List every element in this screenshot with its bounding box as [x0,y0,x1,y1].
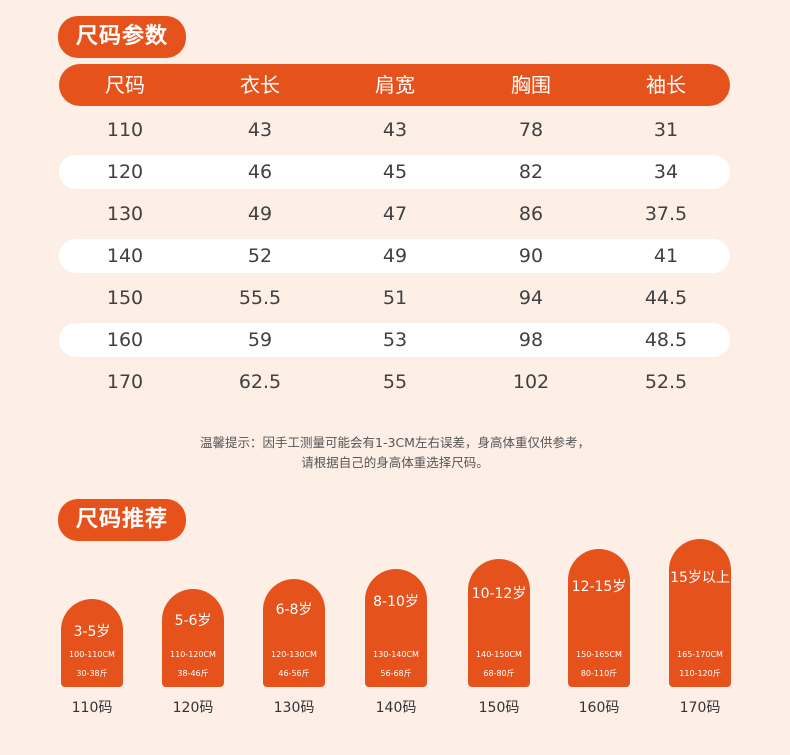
card-height: 165-170CM [677,650,723,659]
card-size-label: 120码 [172,700,214,716]
card-age: 15岁以上 [670,570,730,586]
card-weight: 56-68斤 [380,669,412,678]
recommend-card: 15岁以上 165-170CM 110-120斤 [669,539,731,687]
table-cell: 43 [247,119,273,141]
table-cell: 90 [518,245,544,267]
table-cell: 47 [382,203,408,225]
table-cell: 48.5 [644,329,688,351]
card-age: 12-15岁 [571,579,627,595]
card-age: 8-10岁 [373,594,419,610]
card-height: 120-130CM [271,650,317,659]
card-height: 110-120CM [170,650,216,659]
table-cell: 41 [653,245,679,267]
table-cell: 150 [106,287,144,309]
size-table-header: 尺码 衣长 肩宽 胸围 袖长 [59,64,730,106]
card-age: 3-5岁 [73,624,111,640]
card-height: 140-150CM [476,650,522,659]
size-recommend-title: 尺码推荐 [58,499,187,541]
card-size-label: 130码 [273,700,315,716]
header-chest: 胸围 [511,73,551,97]
card-age: 10-12岁 [471,586,527,602]
card-age: 5-6岁 [174,613,212,629]
card-height: 130-140CM [373,650,419,659]
table-cell: 94 [518,287,544,309]
card-age: 6-8岁 [275,602,313,618]
card-weight: 110-120斤 [679,669,721,678]
table-cell: 55 [382,371,408,393]
table-cell: 49 [247,203,273,225]
card-weight: 46-56斤 [278,669,310,678]
table-cell: 43 [382,119,408,141]
recommend-card: 3-5岁 100-110CM 30-38斤 [61,599,123,687]
table-cell: 45 [382,161,408,183]
header-length: 衣长 [240,73,280,97]
table-cell: 78 [518,119,544,141]
card-size-label: 150码 [478,700,520,716]
table-row: 150 55.5 51 94 44.5 [59,281,730,315]
table-cell: 62.5 [238,371,282,393]
table-cell: 160 [106,329,144,351]
card-size-label: 170码 [679,700,721,716]
tip-line-1: 温馨提示：因手工测量可能会有1-3CM左右误差，身高体重仅供参考， [200,435,590,450]
table-cell: 31 [653,119,679,141]
table-cell: 44.5 [644,287,688,309]
table-row: 140 52 49 90 41 [59,239,730,273]
tip-line-2: 请根据自己的身高体重选择尺码。 [301,455,489,470]
card-weight: 80-110斤 [580,669,618,678]
size-params-title: 尺码参数 [58,16,187,58]
table-row: 160 59 53 98 48.5 [59,323,730,357]
table-cell: 49 [382,245,408,267]
table-cell: 37.5 [644,203,688,225]
table-cell: 34 [653,161,679,183]
table-cell: 110 [106,119,144,141]
card-size-label: 160码 [578,700,620,716]
recommend-card: 5-6岁 110-120CM 38-46斤 [162,589,224,687]
table-cell: 53 [382,329,408,351]
header-shoulder: 肩宽 [375,73,415,97]
table-cell: 130 [106,203,144,225]
recommend-card: 12-15岁 150-165CM 80-110斤 [568,549,630,687]
header-size: 尺码 [105,73,145,97]
card-size-label: 140码 [375,700,417,716]
table-row: 120 46 45 82 34 [59,155,730,189]
table-cell: 55.5 [238,287,282,309]
recommend-card: 6-8岁 120-130CM 46-56斤 [263,579,325,687]
table-cell: 46 [247,161,273,183]
table-cell: 59 [247,329,273,351]
card-size-label: 110码 [71,700,113,716]
table-row: 170 62.5 55 102 52.5 [59,365,730,399]
table-cell: 98 [518,329,544,351]
table-cell: 86 [518,203,544,225]
table-row: 110 43 43 78 31 [59,113,730,147]
table-cell: 51 [382,287,408,309]
table-row: 130 49 47 86 37.5 [59,197,730,231]
card-height: 150-165CM [576,650,622,659]
card-height: 100-110CM [69,650,115,659]
header-sleeve: 袖长 [646,73,686,97]
table-cell: 102 [512,371,550,393]
table-cell: 52.5 [644,371,688,393]
card-weight: 30-38斤 [76,669,108,678]
table-cell: 82 [518,161,544,183]
table-cell: 140 [106,245,144,267]
card-weight: 38-46斤 [177,669,209,678]
recommend-card: 10-12岁 140-150CM 68-80斤 [468,559,530,687]
recommend-card: 8-10岁 130-140CM 56-68斤 [365,569,427,687]
table-cell: 120 [106,161,144,183]
table-cell: 170 [106,371,144,393]
table-cell: 52 [247,245,273,267]
card-weight: 68-80斤 [483,669,515,678]
